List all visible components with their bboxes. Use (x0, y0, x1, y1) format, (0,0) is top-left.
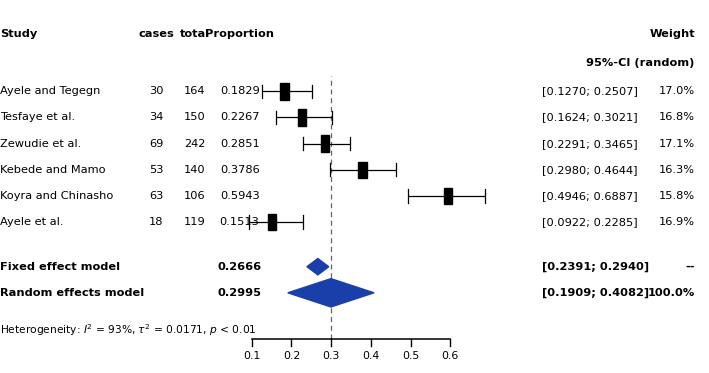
Text: 95%-Cl (random): 95%-Cl (random) (586, 59, 695, 68)
Text: 17.0%: 17.0% (659, 87, 695, 96)
Text: 0.1513: 0.1513 (220, 217, 259, 227)
Text: [0.2391; 0.2940]: [0.2391; 0.2940] (542, 261, 649, 272)
Text: 0.5: 0.5 (402, 351, 419, 361)
Text: 0.1: 0.1 (243, 351, 260, 361)
Text: Study: Study (0, 29, 38, 38)
Polygon shape (307, 258, 329, 275)
FancyBboxPatch shape (358, 162, 367, 178)
Text: 53: 53 (149, 165, 163, 175)
Text: 140: 140 (184, 165, 206, 175)
Text: [0.4946; 0.6887]: [0.4946; 0.6887] (542, 191, 638, 201)
Text: Zewudie et al.: Zewudie et al. (0, 139, 82, 148)
Text: [0.1270; 0.2507]: [0.1270; 0.2507] (542, 87, 638, 96)
FancyBboxPatch shape (444, 188, 452, 204)
Text: 0.5943: 0.5943 (220, 191, 259, 201)
Text: 0.6: 0.6 (442, 351, 459, 361)
Text: 17.1%: 17.1% (659, 139, 695, 148)
Text: 16.9%: 16.9% (659, 217, 695, 227)
Text: 34: 34 (149, 113, 163, 122)
Text: [0.1624; 0.3021]: [0.1624; 0.3021] (542, 113, 638, 122)
FancyBboxPatch shape (321, 135, 330, 152)
Text: 0.3: 0.3 (323, 351, 340, 361)
Text: 0.2851: 0.2851 (220, 139, 259, 148)
Text: Koyra and Chinasho: Koyra and Chinasho (0, 191, 113, 201)
FancyBboxPatch shape (280, 83, 289, 100)
Text: 100.0%: 100.0% (647, 288, 695, 298)
Text: 16.8%: 16.8% (659, 113, 695, 122)
Text: 0.1829: 0.1829 (220, 87, 259, 96)
Text: 30: 30 (149, 87, 163, 96)
Text: 69: 69 (149, 139, 163, 148)
Text: [0.1909; 0.4082]: [0.1909; 0.4082] (542, 288, 649, 298)
Text: 0.2995: 0.2995 (218, 288, 262, 298)
Text: 242: 242 (184, 139, 206, 148)
Text: --: -- (686, 262, 695, 272)
Text: 150: 150 (184, 113, 206, 122)
FancyBboxPatch shape (268, 214, 277, 230)
Text: 0.2267: 0.2267 (220, 113, 259, 122)
Text: cases: cases (138, 29, 174, 38)
Text: [0.2980; 0.4644]: [0.2980; 0.4644] (542, 165, 638, 175)
Text: total: total (180, 29, 210, 38)
Text: Fixed effect model: Fixed effect model (0, 262, 120, 272)
Text: 0.2: 0.2 (283, 351, 300, 361)
Text: Weight: Weight (649, 29, 695, 38)
Text: 0.3786: 0.3786 (220, 165, 259, 175)
Text: Random effects model: Random effects model (0, 288, 144, 298)
Text: 0.2666: 0.2666 (218, 262, 262, 272)
Text: Ayele et al.: Ayele et al. (0, 217, 64, 227)
Text: [0.2291; 0.3465]: [0.2291; 0.3465] (542, 139, 638, 148)
Text: 63: 63 (149, 191, 163, 201)
Text: 164: 164 (184, 87, 206, 96)
Text: 106: 106 (184, 191, 206, 201)
Text: Heterogeneity: $I^2$ = 93%, $\tau^2$ = 0.0171, $p$ < 0.01: Heterogeneity: $I^2$ = 93%, $\tau^2$ = 0… (0, 322, 257, 338)
Text: Ayele and Tegegn: Ayele and Tegegn (0, 87, 101, 96)
Text: 18: 18 (149, 217, 163, 227)
FancyBboxPatch shape (298, 109, 306, 126)
Text: 119: 119 (184, 217, 206, 227)
Text: 15.8%: 15.8% (659, 191, 695, 201)
Text: 0.4: 0.4 (362, 351, 379, 361)
Text: [0.0922; 0.2285]: [0.0922; 0.2285] (542, 217, 638, 227)
Text: 16.3%: 16.3% (659, 165, 695, 175)
Text: Kebede and Mamo: Kebede and Mamo (0, 165, 106, 175)
Text: Proportion: Proportion (205, 29, 274, 38)
Polygon shape (288, 279, 374, 307)
Text: Tesfaye et al.: Tesfaye et al. (0, 113, 75, 122)
